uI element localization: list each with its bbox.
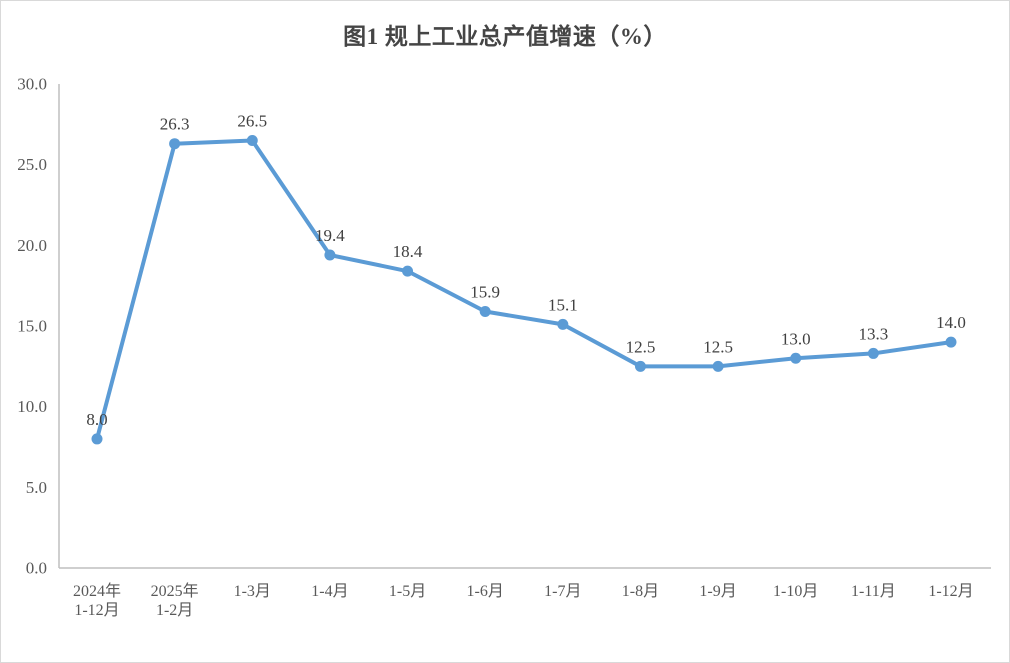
data-point xyxy=(634,360,646,372)
data-label: 8.0 xyxy=(86,410,107,429)
data-point xyxy=(712,360,724,372)
data-label: 26.5 xyxy=(237,111,267,130)
y-tick-label: 30.0 xyxy=(17,75,47,94)
y-tick-label: 25.0 xyxy=(17,155,47,174)
chart-title: 图1 规上工业总产值增速（%） xyxy=(343,24,667,49)
data-label: 19.4 xyxy=(315,226,345,245)
data-label: 12.5 xyxy=(626,337,656,356)
x-tick-label: 1-4月 xyxy=(311,583,348,600)
x-tick-label: 1-3月 xyxy=(234,583,271,600)
data-point xyxy=(790,352,802,364)
data-point xyxy=(945,336,957,348)
data-point xyxy=(324,249,336,261)
data-point xyxy=(246,134,258,146)
x-tick-label: 1-6月 xyxy=(467,583,504,600)
data-label: 13.3 xyxy=(858,324,888,343)
data-label: 26.3 xyxy=(160,115,190,134)
x-tick-label: 1-9月 xyxy=(699,583,736,600)
data-label: 15.9 xyxy=(470,282,500,301)
x-tick-label: 1-8月 xyxy=(622,583,659,600)
x-tick-label: 2024年 1-12月 xyxy=(73,582,121,619)
x-tick-label: 2025年 1-2月 xyxy=(151,582,199,619)
x-tick-label: 1-11月 xyxy=(851,583,896,600)
x-tick-label: 1-10月 xyxy=(773,583,818,600)
data-label: 14.0 xyxy=(936,313,966,332)
data-point xyxy=(91,433,103,445)
data-point xyxy=(169,138,181,150)
data-point xyxy=(479,305,491,317)
data-point xyxy=(867,347,879,359)
y-tick-label: 15.0 xyxy=(17,317,47,336)
data-label: 18.4 xyxy=(393,242,423,261)
y-tick-label: 10.0 xyxy=(17,397,47,416)
y-tick-label: 5.0 xyxy=(26,478,47,497)
data-point xyxy=(557,318,569,330)
data-point xyxy=(402,265,414,277)
data-label: 12.5 xyxy=(703,337,733,356)
data-label: 13.0 xyxy=(781,329,811,348)
x-tick-label: 1-12月 xyxy=(928,583,973,600)
y-tick-label: 20.0 xyxy=(17,236,47,255)
y-tick-label: 0.0 xyxy=(26,559,47,578)
x-tick-label: 1-7月 xyxy=(544,583,581,600)
data-label: 15.1 xyxy=(548,295,578,314)
series-line xyxy=(95,138,953,441)
x-tick-label: 1-5月 xyxy=(389,583,426,600)
